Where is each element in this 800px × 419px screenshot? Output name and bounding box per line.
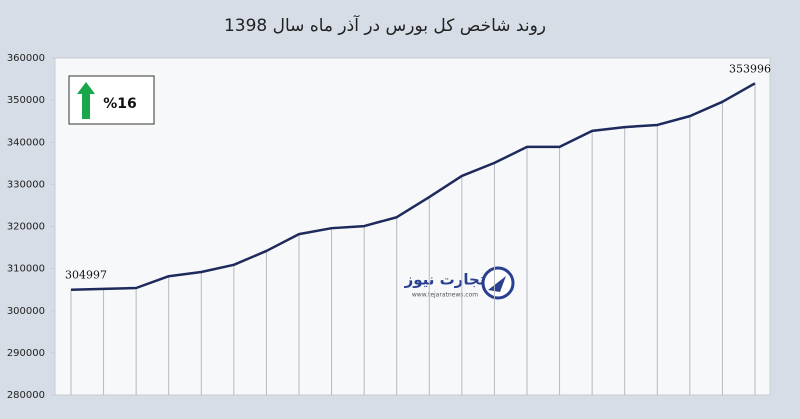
change-text: %16 <box>103 96 137 112</box>
data-label: 353996 <box>729 62 771 75</box>
arrow-icon <box>77 82 95 119</box>
y-tick-label: 360000 <box>7 53 45 64</box>
y-tick-label: 300000 <box>7 306 45 317</box>
y-tick-label: 310000 <box>7 264 45 275</box>
data-label: 304997 <box>65 269 107 282</box>
change-box: %16 <box>68 75 155 125</box>
chart-title: روند شاخص کل بورس در آذر ماه سال 1398 <box>224 14 546 36</box>
y-tick-label: 330000 <box>7 179 45 190</box>
y-tick-label: 290000 <box>7 348 45 359</box>
logo-text: تجارت نیوز <box>404 271 486 289</box>
y-tick-label: 350000 <box>7 95 45 106</box>
series-line <box>70 82 756 291</box>
y-tick-label: 280000 <box>7 390 45 401</box>
plot-area <box>54 57 771 396</box>
logo-url: www.tejaratnews.com <box>412 292 478 299</box>
y-tick-label: 320000 <box>7 222 45 233</box>
logo-mark <box>488 276 506 292</box>
y-tick-label: 340000 <box>7 137 45 148</box>
watermark: تجارت نیوز www.tejaratnews.com <box>404 266 515 300</box>
